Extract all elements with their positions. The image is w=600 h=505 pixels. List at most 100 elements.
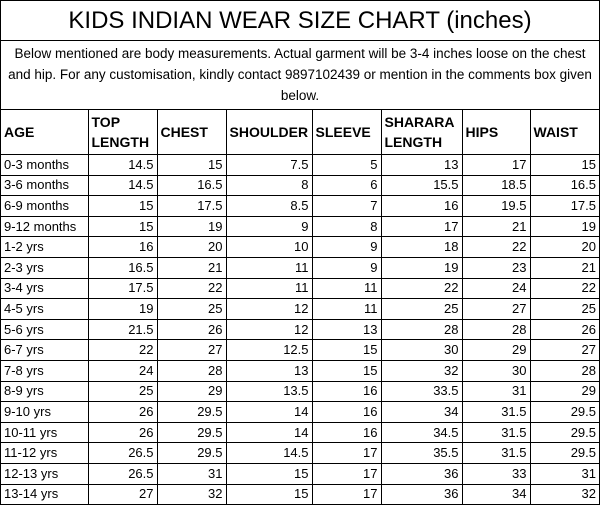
value-cell: 7: [311, 195, 382, 217]
value-cell: 34.5: [380, 421, 463, 444]
value-cell: 26.5: [87, 442, 158, 464]
value-cell: 24: [461, 277, 531, 300]
value-cell: 29.5: [529, 401, 599, 423]
age-cell: 12-13 yrs: [1, 462, 89, 485]
header-cell: HIPS: [461, 109, 531, 155]
value-cell: 13: [225, 359, 313, 382]
title: KIDS INDIAN WEAR SIZE CHART (inches): [1, 1, 599, 41]
value-cell: 9: [311, 236, 382, 258]
value-cell: 6: [311, 174, 382, 197]
value-cell: 31.5: [461, 421, 531, 444]
table-row: 10-11 yrs 26 29.5 14 16 34.5 31.5 29.5: [1, 421, 599, 444]
table-row: 1-2 yrs 16 20 10 9 18 22 20: [1, 236, 599, 258]
value-cell: 17: [311, 483, 382, 505]
value-cell: 30: [461, 359, 531, 382]
value-cell: 29: [529, 380, 599, 403]
header-row: AGE TOP LENGTH CHEST SHOULDER SLEEVE SHARARA …: [1, 109, 599, 155]
value-cell: 29: [461, 339, 531, 361]
table-row: 0-3 months 14.5 15 7.5 5 13 17 15: [1, 154, 599, 176]
age-cell: 10-11 yrs: [1, 421, 89, 444]
value-cell: 25: [156, 298, 227, 320]
table-row: 4-5 yrs 19 25 12 11 25 27 25: [1, 298, 599, 320]
value-cell: 21: [156, 256, 227, 279]
value-cell: 16.5: [529, 174, 599, 197]
value-cell: 14.5: [225, 442, 313, 464]
value-cell: 26: [87, 401, 158, 423]
value-cell: 35.5: [380, 442, 463, 464]
value-cell: 17.5: [87, 277, 158, 300]
value-cell: 27: [87, 483, 158, 505]
value-cell: 28: [380, 318, 463, 341]
age-cell: 5-6 yrs: [1, 318, 89, 341]
age-cell: 13-14 yrs: [1, 483, 89, 505]
value-cell: 11: [225, 256, 313, 279]
value-cell: 16.5: [87, 256, 158, 279]
value-cell: 17: [311, 462, 382, 485]
value-cell: 13.5: [225, 380, 313, 403]
header-cell: TOP LENGTH: [87, 109, 158, 155]
value-cell: 16: [311, 380, 382, 403]
value-cell: 26: [87, 421, 158, 444]
value-cell: 29.5: [156, 442, 227, 464]
value-cell: 15: [311, 339, 382, 361]
age-cell: 1-2 yrs: [1, 236, 89, 258]
age-cell: 2-3 yrs: [1, 256, 89, 279]
value-cell: 29.5: [529, 442, 599, 464]
value-cell: 25: [87, 380, 158, 403]
value-cell: 32: [529, 483, 599, 505]
value-cell: 30: [380, 339, 463, 361]
value-cell: 36: [380, 462, 463, 485]
age-cell: 6-7 yrs: [1, 339, 89, 361]
value-cell: 27: [529, 339, 599, 361]
table-row: 3-4 yrs 17.5 22 11 11 22 24 22: [1, 277, 599, 300]
table-row: 2-3 yrs 16.5 21 11 9 19 23 21: [1, 256, 599, 279]
value-cell: 11: [225, 277, 313, 300]
value-cell: 32: [156, 483, 227, 505]
value-cell: 36: [380, 483, 463, 505]
value-cell: 15: [529, 154, 599, 176]
value-cell: 15: [311, 359, 382, 382]
age-cell: 7-8 yrs: [1, 359, 89, 382]
age-cell: 3-4 yrs: [1, 277, 89, 300]
value-cell: 14.5: [87, 154, 158, 176]
value-cell: 15: [87, 195, 158, 217]
value-cell: 18: [380, 236, 463, 258]
age-cell: 9-12 months: [1, 215, 89, 238]
value-cell: 15: [225, 483, 313, 505]
value-cell: 33.5: [380, 380, 463, 403]
size-table: AGE TOP LENGTH CHEST SHOULDER SLEEVE SHARARA …: [1, 109, 599, 505]
value-cell: 9: [311, 256, 382, 279]
value-cell: 28: [529, 359, 599, 382]
value-cell: 12.5: [225, 339, 313, 361]
header-cell: SLEEVE: [311, 109, 382, 155]
value-cell: 19: [87, 298, 158, 320]
value-cell: 26: [156, 318, 227, 341]
value-cell: 15.5: [380, 174, 463, 197]
header-cell: CHEST: [156, 109, 227, 155]
table-row: 13-14 yrs 27 32 15 17 36 34 32: [1, 483, 599, 505]
table-row: 9-12 months 15 19 9 8 17 21 19: [1, 215, 599, 238]
value-cell: 24: [87, 359, 158, 382]
value-cell: 21: [461, 215, 531, 238]
value-cell: 17.5: [529, 195, 599, 217]
value-cell: 8: [225, 174, 313, 197]
value-cell: 23: [461, 256, 531, 279]
value-cell: 21.5: [87, 318, 158, 341]
table-row: 7-8 yrs 24 28 13 15 32 30 28: [1, 359, 599, 382]
table-row: 8-9 yrs 25 29 13.5 16 33.5 31 29: [1, 380, 599, 403]
value-cell: 13: [311, 318, 382, 341]
note: Below mentioned are body measurements. A…: [8, 46, 592, 103]
value-cell: 21: [529, 256, 599, 279]
value-cell: 12: [225, 298, 313, 320]
value-cell: 19: [380, 256, 463, 279]
value-cell: 20: [529, 236, 599, 258]
age-cell: 6-9 months: [1, 195, 89, 217]
value-cell: 16: [311, 421, 382, 444]
value-cell: 22: [156, 277, 227, 300]
value-cell: 26: [529, 318, 599, 341]
age-cell: 8-9 yrs: [1, 380, 89, 403]
value-cell: 31.5: [461, 401, 531, 423]
value-cell: 34: [380, 401, 463, 423]
value-cell: 17: [461, 154, 531, 176]
